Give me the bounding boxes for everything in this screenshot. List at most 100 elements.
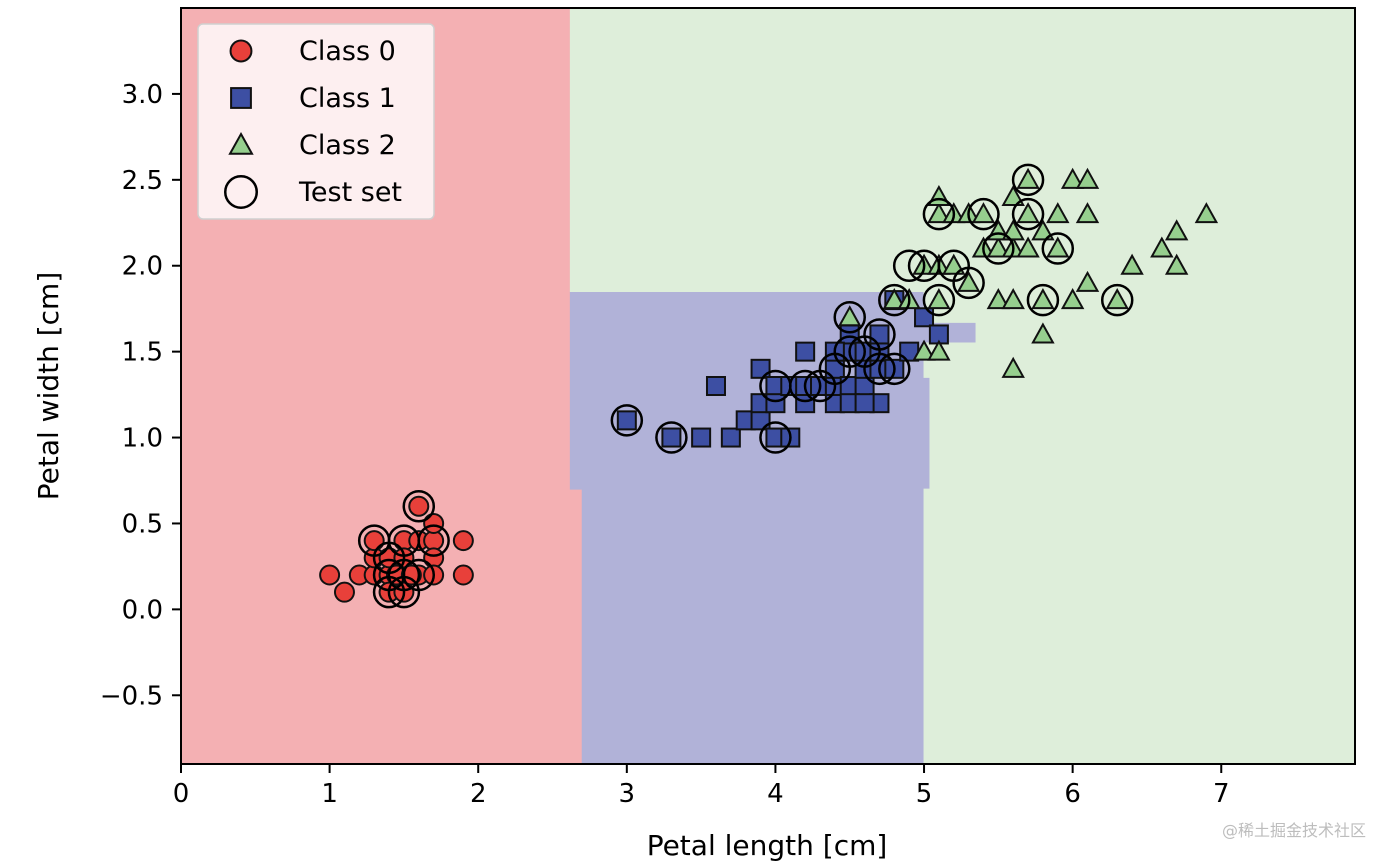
test-ring-21 <box>863 352 896 386</box>
legend-label-3: Test set <box>298 177 402 208</box>
point-class-2-26 <box>1016 167 1040 189</box>
point-class-2-29 <box>1031 219 1055 241</box>
point-class-2-24 <box>1016 236 1040 258</box>
watermark-text: @稀土掘金技术社区 <box>1221 821 1366 840</box>
point-class-2-12 <box>956 270 981 292</box>
point-class-2-23 <box>1001 184 1025 206</box>
test-ring-26 <box>922 283 956 317</box>
y-tick-label-4: 1.5 <box>122 338 163 368</box>
point-class-1-34 <box>914 307 935 328</box>
point-class-1-16 <box>795 341 816 362</box>
point-class-1-1 <box>661 427 682 448</box>
point-class-2-36 <box>1075 167 1100 189</box>
point-class-2-27 <box>1031 322 1055 344</box>
test-ring-35 <box>1041 232 1075 265</box>
test-ring-10 <box>610 404 644 437</box>
point-class-0-20 <box>452 564 474 586</box>
test-ring-23 <box>878 283 911 317</box>
plot-frame <box>180 7 1356 765</box>
x-tick-label-5: 5 <box>916 779 933 809</box>
point-class-2-17 <box>986 236 1011 258</box>
legend-label-1: Class 1 <box>299 83 396 114</box>
test-ring-6 <box>402 558 436 592</box>
x-tick-label-3: 3 <box>619 779 636 809</box>
point-class-1-0 <box>616 410 637 431</box>
point-class-2-39 <box>1150 236 1174 258</box>
x-tick-label-7: 7 <box>1213 779 1230 809</box>
legend-marker-3 <box>224 175 258 209</box>
point-class-2-31 <box>1046 202 1070 224</box>
y-tick-label-5: 2.0 <box>122 252 163 282</box>
test-ring-24 <box>892 249 926 282</box>
point-class-0-23 <box>400 564 422 586</box>
point-class-2-0 <box>838 305 862 327</box>
test-ring-11 <box>655 421 688 454</box>
point-class-2-37 <box>1105 288 1129 310</box>
legend-marker-2 <box>228 131 254 155</box>
x-tick-label-0: 0 <box>173 779 190 809</box>
point-class-2-16 <box>986 288 1011 310</box>
test-ring-14 <box>788 369 822 403</box>
y-tick-label-6: 2.5 <box>122 166 163 196</box>
point-class-1-37 <box>854 393 875 414</box>
point-class-1-3 <box>705 376 726 396</box>
test-ring-34 <box>1026 283 1060 317</box>
test-ring-7 <box>402 490 436 523</box>
x-axis-ticks: 0 1 2 3 4 5 6 7 <box>173 764 1230 809</box>
point-class-2-41 <box>1164 219 1189 241</box>
decision-region-1 <box>569 291 977 765</box>
y-tick-label-3: 1.0 <box>122 424 163 454</box>
x-tick-label-4: 4 <box>767 779 784 809</box>
point-class-1-4 <box>720 427 741 448</box>
test-ring-9 <box>387 558 421 592</box>
x-axis-label: Petal length [cm] <box>647 829 888 862</box>
test-ring-33 <box>1011 163 1045 197</box>
point-class-0-1 <box>333 581 355 603</box>
point-class-2-8 <box>927 202 951 224</box>
point-class-2-33 <box>1060 167 1085 189</box>
point-class-2-25 <box>1016 202 1040 224</box>
point-class-2-20 <box>1001 288 1025 310</box>
legend-box <box>197 23 435 220</box>
point-class-2-30 <box>1046 236 1070 258</box>
point-class-1-8 <box>750 358 771 379</box>
legend-marker-0 <box>229 39 253 63</box>
test-ring-27 <box>922 197 956 231</box>
point-class-0-16 <box>423 530 445 552</box>
test-ring-12 <box>759 421 792 454</box>
y-axis-label: Petal width [cm] <box>32 272 65 501</box>
point-class-2-22 <box>1001 219 1025 241</box>
data-points <box>319 167 1219 603</box>
x-tick-label-6: 6 <box>1064 779 1081 809</box>
test-ring-36 <box>1100 283 1134 317</box>
y-tick-label-7: 3.0 <box>122 80 163 110</box>
y-tick-label-2: 0.5 <box>122 509 163 539</box>
point-class-2-34 <box>1075 270 1100 292</box>
point-class-0-14 <box>408 495 430 517</box>
y-tick-label-1: 0.0 <box>122 595 163 625</box>
legend-marker-1 <box>230 87 252 109</box>
point-class-2-6 <box>927 288 951 310</box>
point-class-2-1 <box>882 288 907 310</box>
test-ring-32 <box>1011 197 1045 231</box>
point-class-0-0 <box>319 564 341 586</box>
point-class-1-30 <box>869 324 890 345</box>
legend: Class 0 Class 1 Class 2 Test set <box>197 23 435 220</box>
point-class-2-5 <box>927 339 951 361</box>
x-tick-label-2: 2 <box>470 779 487 809</box>
point-class-2-42 <box>1194 202 1219 224</box>
test-ring-17 <box>833 335 866 368</box>
point-class-1-2 <box>691 427 712 448</box>
point-class-2-35 <box>1075 202 1100 224</box>
test-ring-18 <box>833 301 866 334</box>
point-class-0-17 <box>423 512 445 534</box>
point-class-2-3 <box>912 339 936 361</box>
point-class-2-15 <box>971 202 996 224</box>
test-ring-20 <box>863 318 896 351</box>
point-class-0-21 <box>452 530 474 552</box>
y-axis-ticks: −0.5 0.0 0.5 1.0 1.5 2.0 2.5 3.0 <box>100 80 181 711</box>
x-tick-label-1: 1 <box>321 779 338 809</box>
test-ring-31 <box>982 232 1015 265</box>
test-ring-30 <box>967 197 1000 231</box>
